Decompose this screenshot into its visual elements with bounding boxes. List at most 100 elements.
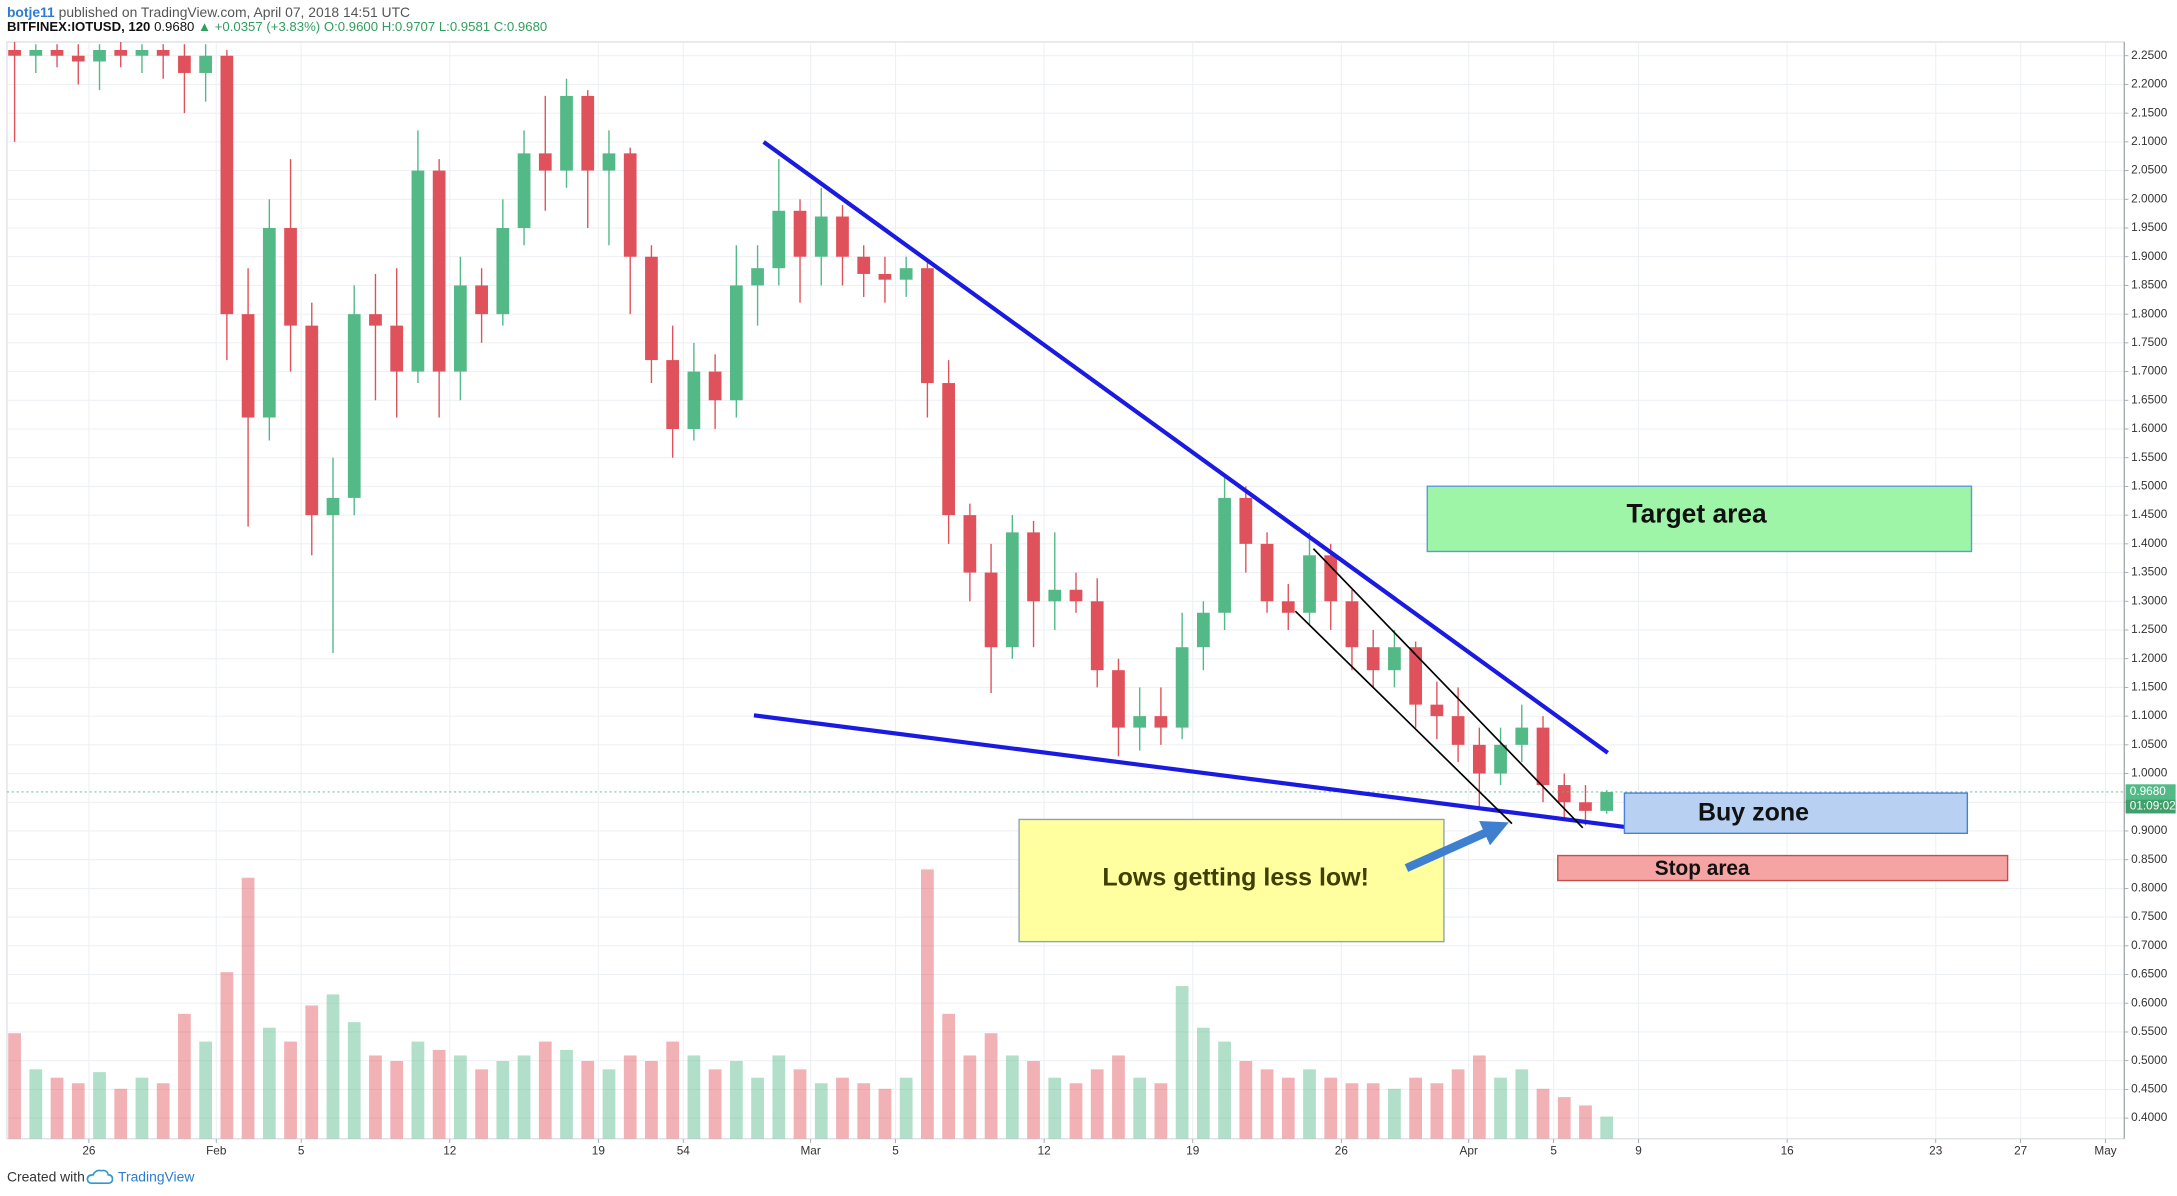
plot (6, 41, 2125, 1139)
candle-body (369, 314, 382, 326)
y-tick-label: 1.3500 (2131, 565, 2168, 579)
y-tick-label: 1.2000 (2131, 651, 2168, 665)
candle-body (687, 371, 701, 429)
candle-body (751, 268, 764, 286)
x-tick-label: 23 (1929, 1143, 1943, 1157)
ohlc: O:0.9600 H:0.9707 L:0.9581 C:0.9680 (324, 20, 547, 35)
candle-body (517, 153, 531, 229)
volume-bar (963, 1055, 977, 1139)
candle-body (1536, 727, 1550, 786)
y-tick-label: 1.9000 (2131, 249, 2168, 263)
candle-body (772, 210, 786, 269)
candle-body (581, 95, 595, 171)
x-tick-label: 12 (1038, 1143, 1051, 1157)
candle-body (135, 49, 149, 56)
candle-body (1494, 744, 1507, 774)
y-tick-label: 0.9000 (2131, 823, 2168, 837)
upper-trendline (762, 140, 1609, 755)
volume-bar (899, 1077, 913, 1139)
candle-body (899, 268, 913, 280)
candle-body (114, 49, 128, 56)
candle-body (1303, 555, 1316, 613)
volume-bar (1579, 1105, 1592, 1139)
volume-bar (284, 1041, 297, 1139)
volume-bar (1260, 1069, 1274, 1139)
candle-body (71, 55, 85, 62)
volume-bar (1472, 1055, 1486, 1139)
change: ▲ +0.0357 (+3.83%) (198, 20, 320, 35)
candle-body (1260, 543, 1274, 602)
y-tick-label: 0.7000 (2131, 938, 2168, 952)
candle-body (1388, 647, 1401, 671)
candle-body (1239, 497, 1253, 544)
x-tick-label: 5 (892, 1143, 899, 1157)
footer-brand[interactable]: TradingView (118, 1168, 195, 1184)
y-tick-label: 1.1500 (2131, 680, 2168, 694)
candle-body (220, 55, 234, 315)
candle-body (1196, 612, 1210, 648)
candle-body (878, 273, 892, 280)
y-tick-label: 0.5000 (2131, 1053, 2168, 1067)
volume-bar (1494, 1077, 1507, 1139)
volume-bar (538, 1041, 552, 1139)
candle-body (93, 49, 106, 62)
volume-bar (114, 1088, 128, 1139)
volume-bar (220, 972, 234, 1139)
candle-body (538, 153, 552, 171)
price: 0.9680 (154, 20, 194, 35)
author[interactable]: botje11 (7, 3, 55, 19)
candle-body (1090, 601, 1104, 671)
volume-bar (1600, 1116, 1614, 1139)
candle-body (1430, 704, 1444, 717)
y-tick-label: 0.6000 (2131, 995, 2168, 1009)
volume-bar (1388, 1088, 1401, 1139)
volume-bar (475, 1069, 488, 1139)
header-line-1: botje11 published on TradingView.com, Ap… (7, 3, 410, 19)
volume-bar (1409, 1077, 1423, 1139)
y-tick-label: 2.1000 (2131, 134, 2168, 148)
candle-body (411, 170, 425, 372)
candle-body (1027, 532, 1040, 602)
volume-bar (1048, 1077, 1062, 1139)
candle-body (1557, 785, 1571, 803)
y-tick-label: 1.7500 (2131, 335, 2168, 349)
volume-bar (432, 1049, 446, 1139)
y-tick-label: 0.5500 (2131, 1024, 2168, 1038)
volume-bar (156, 1083, 170, 1139)
stop-label: Stop area (1655, 857, 1750, 880)
candle-body (29, 49, 43, 56)
volume-bar (814, 1083, 828, 1139)
volume-bar (1451, 1069, 1465, 1139)
y-tick-label: 1.7000 (2131, 364, 2168, 378)
candle-body (1515, 727, 1529, 745)
candle-body (305, 325, 319, 516)
y-tick-label: 2.1500 (2131, 105, 2168, 119)
volume-bar (71, 1083, 85, 1139)
volume-bar (241, 877, 255, 1139)
y-tick-label: 1.0500 (2131, 737, 2168, 751)
y-tick-label: 0.4500 (2131, 1082, 2168, 1096)
volume-bar (857, 1083, 871, 1139)
candle-body (475, 285, 488, 315)
candle-body (1324, 555, 1338, 602)
volume-bar (560, 1049, 573, 1139)
y-tick-label: 1.2500 (2131, 622, 2168, 636)
y-tick-label: 2.2000 (2131, 77, 2168, 91)
volume-bar (1005, 1055, 1019, 1139)
header-line-2: BITFINEX:IOTUSD, 120 0.9680 ▲ +0.0357 (+… (7, 20, 547, 35)
arrow (1404, 821, 1509, 872)
volume-bar (1239, 1061, 1253, 1139)
x-tick-label: Apr (1460, 1143, 1478, 1157)
volume-bar (836, 1077, 849, 1139)
candle-body (814, 216, 828, 257)
candle-body (708, 371, 722, 401)
y-tick-label: 0.7500 (2131, 909, 2168, 923)
candle-body (1472, 744, 1486, 774)
volume-bar (623, 1055, 637, 1139)
candle-body (1005, 532, 1019, 648)
candle-body (390, 325, 404, 372)
volume-bar (8, 1033, 21, 1139)
countdown-label: 01:09:02 (2130, 799, 2176, 813)
lower-trendline (753, 713, 1632, 830)
